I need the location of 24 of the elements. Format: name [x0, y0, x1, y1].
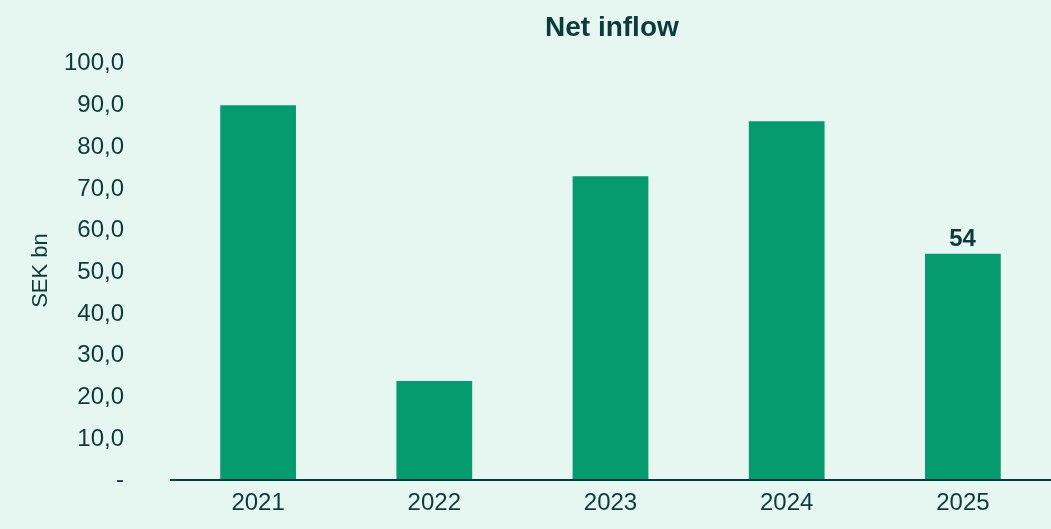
y-tick-label: 60,0	[77, 215, 124, 243]
y-tick-label: 30,0	[77, 340, 124, 368]
y-tick-label: 80,0	[77, 131, 124, 159]
y-tick-label: 10,0	[77, 423, 124, 451]
x-tick-label: 2021	[231, 487, 285, 515]
y-tick-label: 20,0	[77, 382, 124, 409]
chart-title: Net inflow	[545, 11, 679, 43]
bar	[748, 121, 825, 479]
y-tick-label: 70,0	[77, 173, 124, 201]
y-axis-title: SEK bn	[26, 233, 52, 308]
x-tick-label: 2024	[760, 487, 814, 515]
bar	[925, 253, 1001, 479]
y-tick-label: 100,0	[63, 48, 124, 76]
bar	[220, 105, 296, 479]
data-label: 54	[949, 223, 977, 251]
y-tick-label: 40,0	[77, 298, 124, 326]
x-tick-label: 2022	[407, 487, 461, 515]
bar	[572, 176, 649, 479]
x-tick-label: 2023	[583, 487, 638, 515]
bar	[396, 381, 473, 479]
y-tick-label: 90,0	[77, 90, 124, 118]
y-tick-label: -	[116, 465, 124, 493]
y-tick-label: 50,0	[77, 256, 124, 284]
x-tick-label: 2025	[936, 487, 990, 515]
